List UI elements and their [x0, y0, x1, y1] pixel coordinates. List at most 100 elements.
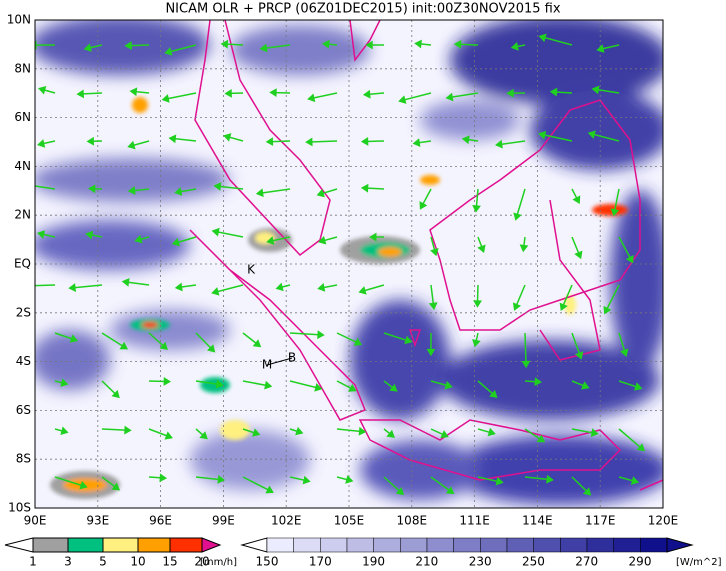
wind-arrow-head	[404, 335, 413, 345]
wind-arrow-head	[574, 351, 584, 360]
wind-arrow-head	[264, 380, 273, 390]
wind-arrow-head	[38, 85, 47, 95]
wind-arrow-head	[60, 378, 69, 387]
wind-arrow-head	[519, 244, 529, 253]
lon-label: 117E	[585, 514, 616, 528]
wind-arrow-head	[224, 88, 232, 98]
wind-arrow-head	[358, 426, 367, 436]
wind-arrow-head	[213, 182, 222, 191]
wind-arrow-head	[36, 230, 46, 239]
colorbar-label: 15	[162, 555, 177, 569]
colorbar-swatch	[640, 537, 668, 553]
wind-arrow-head	[348, 383, 357, 392]
wind-arrow-head	[620, 348, 629, 357]
colorbar-end	[240, 537, 268, 553]
station-label: B	[288, 351, 296, 365]
colorbar-swatch	[102, 537, 139, 553]
colorbar-swatch	[137, 537, 171, 553]
wind-arrow-head	[453, 39, 462, 49]
wind-arrow-head	[472, 204, 481, 213]
colorbar-swatch	[400, 537, 428, 553]
wind-arrow-head	[591, 85, 600, 95]
colorbar-label: 170	[309, 555, 332, 569]
wind-arrow-head	[318, 235, 327, 245]
wind-arrow-head	[295, 426, 304, 436]
wind-arrow-head	[345, 475, 354, 484]
wind-arrow-head	[164, 431, 173, 440]
wind-arrow-head	[119, 341, 129, 350]
lat-label: 10N	[7, 13, 31, 27]
wind-arrow-head	[538, 33, 547, 43]
wind-arrow-head	[314, 383, 323, 392]
wind-arrow-head	[445, 92, 454, 102]
colorbar-end	[4, 537, 34, 553]
wind-arrow-head	[610, 208, 620, 217]
lat-label: 2S	[16, 305, 31, 319]
wind-arrow-head	[211, 287, 220, 296]
wind-arrow-head	[86, 136, 95, 146]
wind-arrow-head	[83, 43, 92, 52]
colorbar-label: 3	[64, 555, 72, 569]
wind-arrow-head	[259, 43, 268, 53]
wind-arrow-head	[430, 247, 439, 257]
colorbar-swatch	[32, 537, 69, 553]
wind-arrow-head	[358, 286, 367, 295]
wind-arrow-head	[472, 339, 481, 348]
wind-arrow-head	[445, 486, 455, 495]
wind-arrow-head	[412, 138, 421, 147]
wind-arrow-head	[69, 334, 79, 343]
wind-arrow-head	[35, 181, 36, 187]
wind-arrow-head	[217, 474, 226, 484]
lat-label: 6S	[16, 403, 31, 417]
wind-arrow-head	[127, 186, 136, 195]
colorbar-label: 290	[629, 555, 652, 569]
wind-arrow-head	[512, 302, 522, 311]
wind-arrow-head	[265, 137, 274, 147]
colorbar-end	[666, 537, 694, 553]
wind-arrow-head	[27, 283, 32, 289]
wind-arrow-head	[121, 277, 130, 287]
wind-arrow-head	[85, 230, 94, 240]
lon-label: 114E	[522, 514, 553, 528]
wind-arrow-head	[252, 339, 262, 348]
lon-label: 105E	[334, 514, 365, 528]
wind-arrow-head	[398, 95, 407, 104]
wind-arrow-head	[477, 244, 486, 253]
lat-label: 4S	[16, 354, 31, 368]
wind-arrow-head	[625, 254, 634, 264]
wind-arrow-head	[68, 283, 76, 292]
wind-arrow-head	[506, 88, 514, 98]
wind-arrow-head	[538, 130, 547, 140]
lon-label: 96E	[149, 514, 172, 528]
wind-arrow-head	[360, 137, 369, 146]
lon-label: 99E	[212, 514, 235, 528]
wind-arrow-head	[168, 134, 177, 144]
wind-arrow-head	[572, 195, 581, 204]
wind-arrow-head	[163, 376, 172, 386]
colorbar-swatch	[320, 537, 348, 553]
wind-arrow-head	[159, 341, 168, 351]
wind-arrow-head	[111, 389, 120, 399]
wind-arrow-head	[587, 130, 596, 139]
station-label: M	[262, 358, 272, 372]
colorbar-swatch	[613, 537, 641, 553]
wind-arrow-head	[37, 139, 46, 148]
wind-arrow-head	[255, 188, 264, 198]
wind-arrow-head	[171, 237, 181, 247]
colorbar-swatch	[293, 537, 321, 553]
wind-arrow-head	[596, 44, 605, 53]
wind-arrow-head	[124, 425, 132, 435]
colorbar-swatch	[426, 537, 454, 553]
wind-arrow-head	[395, 486, 405, 496]
olr-colorbar: 150 170 190 210 230 250 270 290 [W/m^2]	[240, 537, 722, 569]
colorbar-swatch	[169, 537, 203, 553]
colorbar-swatch	[480, 537, 508, 553]
wind-arrow-head	[590, 428, 599, 437]
colorbar-label: 10	[130, 555, 145, 569]
wind-arrow-head	[269, 88, 277, 98]
wind-arrow-head	[521, 360, 531, 369]
wind-arrow-head	[386, 429, 395, 438]
map-field	[27, 20, 663, 508]
colorbar-label: 1	[29, 555, 37, 569]
